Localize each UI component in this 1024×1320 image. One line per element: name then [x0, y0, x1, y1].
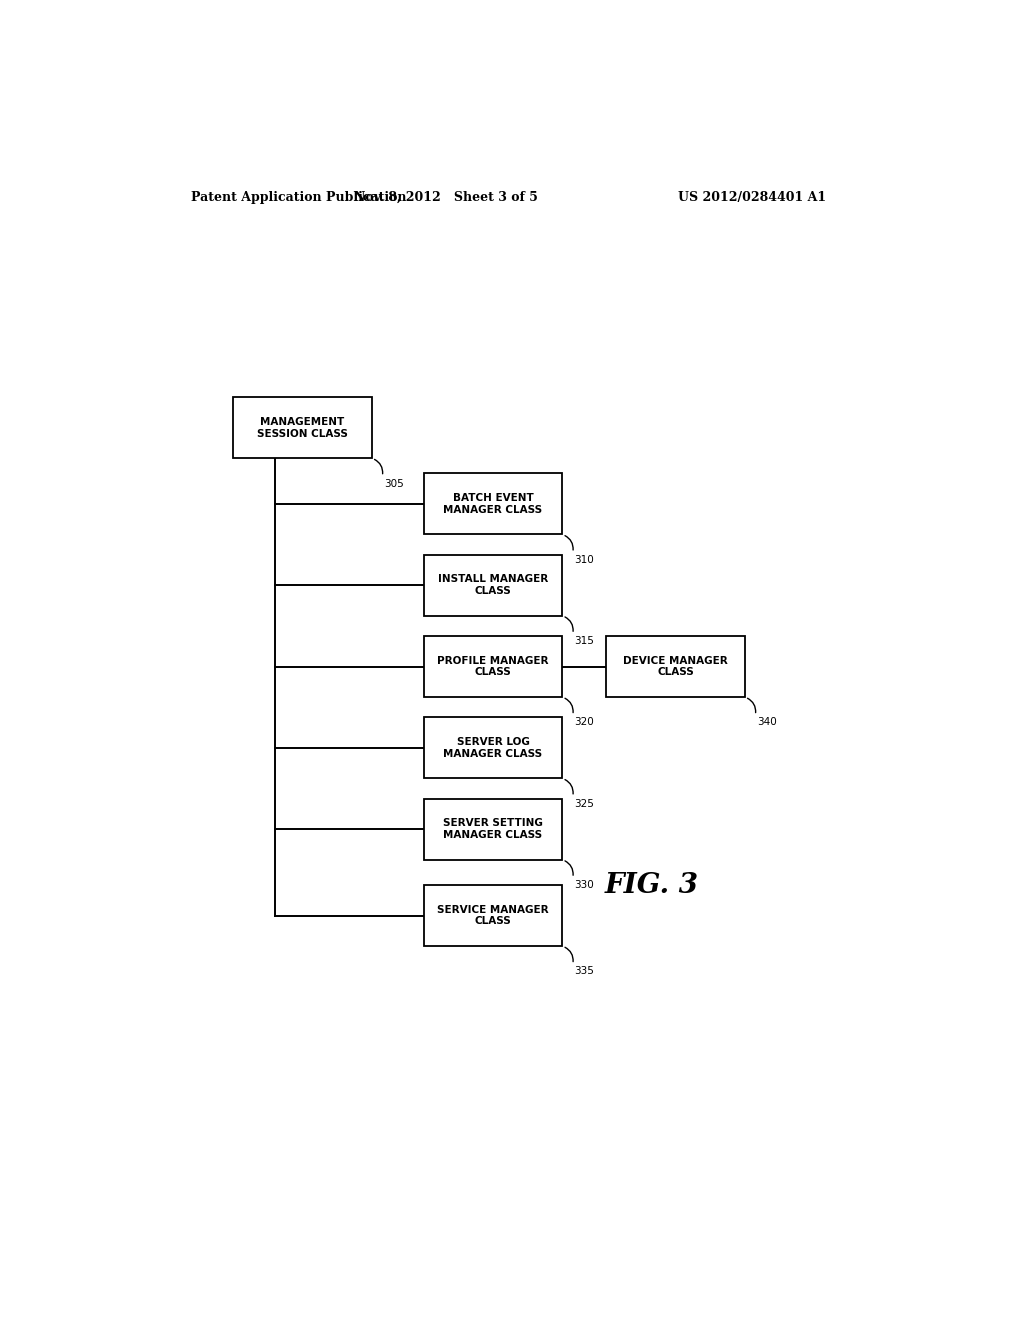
Text: SERVICE MANAGER
CLASS: SERVICE MANAGER CLASS	[437, 904, 549, 927]
Bar	[606, 636, 745, 697]
Text: SERVER LOG
MANAGER CLASS: SERVER LOG MANAGER CLASS	[443, 737, 543, 759]
Bar	[424, 554, 562, 616]
Text: US 2012/0284401 A1: US 2012/0284401 A1	[678, 190, 826, 203]
Text: 325: 325	[574, 799, 594, 809]
Text: 340: 340	[757, 718, 776, 727]
Bar	[424, 799, 562, 859]
Bar	[424, 636, 562, 697]
Text: 310: 310	[574, 554, 594, 565]
Text: 315: 315	[574, 636, 594, 645]
Text: 320: 320	[574, 718, 594, 727]
Text: INSTALL MANAGER
CLASS: INSTALL MANAGER CLASS	[438, 574, 548, 597]
Text: 335: 335	[574, 966, 594, 977]
Text: BATCH EVENT
MANAGER CLASS: BATCH EVENT MANAGER CLASS	[443, 494, 543, 515]
Text: 305: 305	[384, 479, 403, 488]
Bar	[233, 397, 372, 458]
Text: 330: 330	[574, 880, 594, 890]
Bar	[424, 718, 562, 779]
Text: SERVER SETTING
MANAGER CLASS: SERVER SETTING MANAGER CLASS	[443, 818, 543, 840]
Text: FIG. 3: FIG. 3	[604, 871, 698, 899]
Text: Patent Application Publication: Patent Application Publication	[191, 190, 407, 203]
Text: PROFILE MANAGER
CLASS: PROFILE MANAGER CLASS	[437, 656, 549, 677]
Text: DEVICE MANAGER
CLASS: DEVICE MANAGER CLASS	[624, 656, 728, 677]
Text: Nov. 8, 2012   Sheet 3 of 5: Nov. 8, 2012 Sheet 3 of 5	[353, 190, 538, 203]
Bar	[424, 474, 562, 535]
Bar	[424, 886, 562, 946]
Text: MANAGEMENT
SESSION CLASS: MANAGEMENT SESSION CLASS	[257, 417, 348, 438]
